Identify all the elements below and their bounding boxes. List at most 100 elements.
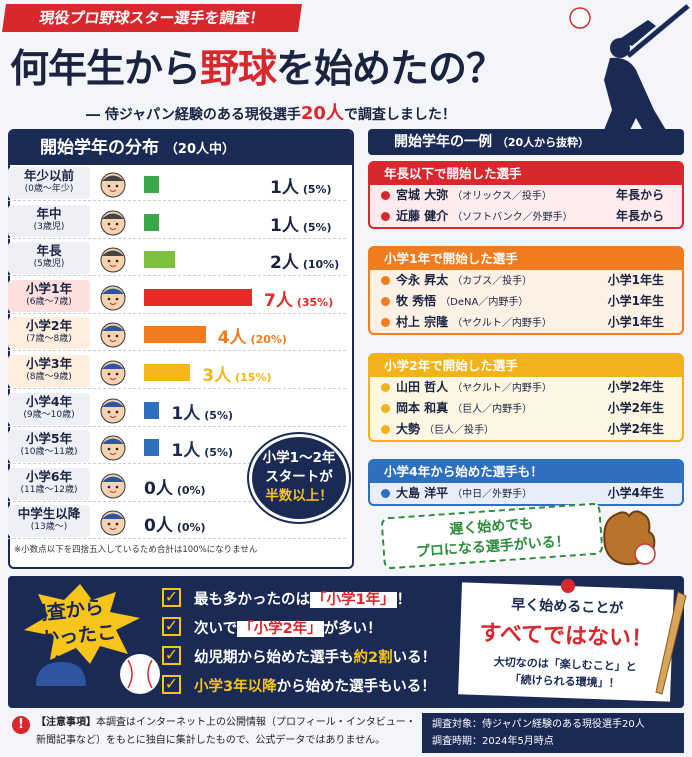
- example-group: 小学4年から始めた選手も！ 大島 洋平 （中日／外野手） 小学4年生: [368, 459, 684, 506]
- bullet-icon: [381, 383, 390, 392]
- grade-label: 小学1年 (6歳〜7歳): [8, 279, 90, 312]
- bullet-icon: [381, 318, 390, 327]
- warning-icon: !: [12, 716, 30, 734]
- distribution-row: 小学3年 (8歳〜9歳) 3人 (15%): [8, 355, 346, 389]
- check-icon: ✓: [162, 675, 181, 694]
- example-group: 小学1年で開始した選手 今永 昇太 （カブス／投手） 小学1年生牧 秀悟 （DeNA／内…: [368, 246, 684, 335]
- player-item: 岡本 和真 （巨人／内野手） 小学2年生: [370, 398, 682, 419]
- bar: [144, 251, 175, 269]
- child-face-icon: [100, 210, 126, 236]
- distribution-row: 小学6年 (11歳〜12歳) 0人 (0%): [8, 467, 346, 502]
- child-face-icon: [100, 435, 126, 461]
- bullet-icon: [381, 297, 390, 306]
- child-face-icon: [100, 473, 126, 499]
- player-item: 今永 昇太 （カブス／投手） 小学1年生: [370, 270, 682, 291]
- page-title: 何年生から野球を始めたの？: [10, 47, 505, 92]
- player-item: 宮城 大弥 （オリックス／投手） 年長から: [370, 185, 682, 206]
- grade-label: 小学6年 (11歳〜12歳): [8, 467, 90, 500]
- bar-value-label: 4人 (20%): [217, 328, 287, 349]
- bar: [144, 213, 160, 231]
- disclaimer: 【注意事項】本調査はインターネット上の公開情報（プロフィール・インタビュー・新聞…: [36, 717, 416, 746]
- distribution-row: 年長 (5歳児) 2人 (10%): [8, 242, 346, 277]
- bar-value-label: 1人 (5%): [171, 441, 233, 462]
- bar: [144, 401, 160, 419]
- bullet-icon: [381, 212, 390, 221]
- bar: [144, 288, 252, 306]
- finding-item: ✓ 次いで 「小学2年」 が多い！: [162, 616, 462, 640]
- distribution-row: 小学5年 (10歳〜11歳) 1人 (5%): [8, 430, 346, 465]
- player-item: 山田 哲人 （ヤクルト／内野手） 小学2年生: [370, 377, 682, 398]
- baseball-icon: [120, 654, 160, 694]
- player-item: 村上 宗隆 （ヤクルト／内野手） 小学1年生: [370, 312, 682, 333]
- bullet-icon: [381, 276, 390, 285]
- bar: [144, 439, 160, 457]
- example-group-header: 小学1年で開始した選手: [370, 248, 682, 270]
- distribution-row: 小学2年 (7歳〜8歳) 4人 (20%): [8, 317, 346, 352]
- distribution-row: 小学4年 (9歳〜10歳) 1人 (5%): [8, 392, 346, 427]
- example-group-header: 小学2年で開始した選手: [370, 355, 682, 377]
- finding-item: ✓ 最も多かったのは 「小学1年」！: [162, 587, 462, 611]
- example-group: 年長以下で開始した選手 宮城 大弥 （オリックス／投手） 年長から 近藤 健介 （ソフトバ…: [368, 161, 684, 229]
- pin-icon: [561, 579, 575, 593]
- bar-value-label: 7人 (35%): [264, 290, 334, 311]
- child-face-icon: [100, 247, 126, 273]
- player-item: 大島 洋平 （中日／外野手） 小学4年生: [370, 483, 682, 504]
- finding-item: ✓ 幼児期から始めた選手も約2割いる！: [162, 645, 462, 669]
- star-burst-icon: [24, 584, 140, 664]
- bar-value-label: 1人 (5%): [171, 403, 233, 424]
- player-item: 大勢 （巨人／投手） 小学2年生: [370, 419, 682, 440]
- example-group-header: 年長以下で開始した選手: [370, 163, 682, 185]
- header-tag: 現役プロ野球スター選手を調査！: [2, 4, 302, 32]
- distribution-row: 中学生以降 (13歳〜) 0人 (0%): [8, 505, 346, 540]
- check-icon: ✓: [162, 588, 181, 607]
- child-face-icon: [100, 510, 126, 536]
- distribution-row: 小学1年 (6歳〜7歳) 7人 (35%): [8, 279, 346, 314]
- page-subtitle: ― 侍ジャパン経験のある現役選手20人で調査しました！: [86, 103, 456, 124]
- grade-label: 年少以前 (0歳〜年少): [8, 167, 90, 199]
- child-face-icon: [100, 172, 126, 198]
- bar: [144, 176, 160, 193]
- batter-silhouette-icon: [569, 4, 690, 150]
- check-icon: ✓: [162, 646, 181, 665]
- bullet-icon: [381, 489, 390, 498]
- bat-icon: [655, 591, 687, 695]
- finding-item: ✓ 小学3年以降から始めた選手もいる！: [162, 674, 462, 698]
- bar-value-label: 0人 (0%): [144, 478, 206, 499]
- late-start-note: 遅く始めでも プロになる選手がいる！: [380, 502, 604, 570]
- bar-value-label: 1人 (5%): [270, 178, 332, 198]
- example-group-header: 小学4年から始めた選手も！: [370, 461, 682, 483]
- conclusion-card: 早く始めることが すべてではない！ 大切なのは「楽しむこと」と 「続けられる環境」…: [458, 582, 674, 702]
- distribution-row: 年中 (3歳児) 1人 (5%): [8, 204, 346, 239]
- rounding-note: ※小数点以下を四捨五入しているため合計は100%になりません: [14, 545, 258, 555]
- cap-icon: [32, 662, 94, 696]
- bar: [144, 364, 191, 381]
- distribution-title: 開始学年の分布 （20人中）: [10, 131, 352, 165]
- player-item: 牧 秀悟 （DeNA／内野手） 小学1年生: [370, 291, 682, 312]
- child-face-icon: [100, 398, 126, 424]
- grade-label: 年長 (5歳児): [8, 242, 90, 275]
- example-group: 小学2年で開始した選手 山田 哲人 （ヤクルト／内野手） 小学2年生 岡本 和真 （巨人／…: [368, 353, 684, 442]
- glove-icon: [603, 510, 656, 566]
- bar-value-label: 3人 (15%): [202, 366, 272, 386]
- bar-value-label: 0人 (0%): [144, 516, 206, 537]
- bullet-icon: [381, 404, 390, 413]
- grade-label: 小学4年 (9歳〜10歳): [8, 392, 90, 425]
- grade-label: 小学5年 (10歳〜11歳): [8, 430, 90, 463]
- check-icon: ✓: [162, 617, 181, 636]
- bar-value-label: 2人 (10%): [270, 253, 340, 274]
- grade-label: 年中 (3歳児): [8, 204, 90, 237]
- bar: [144, 326, 206, 344]
- grade-label: 小学2年 (7歳〜8歳): [8, 317, 90, 350]
- bullet-icon: [381, 191, 390, 200]
- grade-label: 中学生以降 (13歳〜): [8, 505, 90, 538]
- bullet-icon: [381, 425, 390, 434]
- bar-value-label: 1人 (5%): [270, 215, 332, 236]
- child-face-icon: [100, 285, 126, 311]
- player-item: 近藤 健介 （ソフトバンク／外野手） 年長から: [370, 206, 682, 227]
- survey-info: 調査対象：侍ジャパン経験のある現役選手20人 調査時期：2024年5月時点: [422, 713, 684, 753]
- grade-label: 小学3年 (8歳〜9歳): [8, 355, 90, 387]
- child-face-icon: [100, 322, 126, 348]
- examples-title: 開始学年の一例 （20人から抜粋）: [368, 129, 684, 155]
- child-face-icon: [100, 360, 126, 386]
- summary-bubble: 小学1〜2年 スタートが 半数以上！: [249, 434, 349, 522]
